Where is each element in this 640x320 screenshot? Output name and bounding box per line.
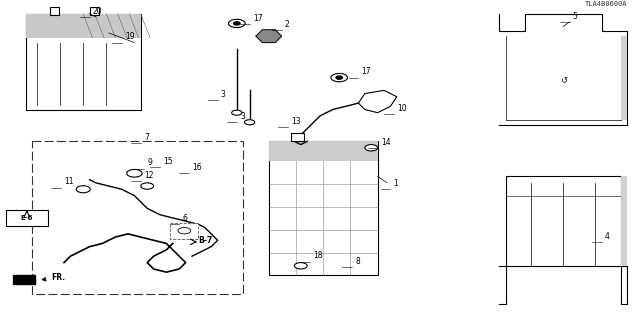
Circle shape — [365, 145, 378, 151]
Text: 11: 11 — [64, 178, 74, 187]
Text: 17: 17 — [253, 14, 262, 23]
FancyBboxPatch shape — [6, 210, 48, 226]
Circle shape — [76, 186, 90, 193]
Text: 18: 18 — [314, 252, 323, 260]
Text: 13: 13 — [291, 117, 301, 126]
Text: 4: 4 — [605, 232, 610, 241]
Text: 15: 15 — [163, 157, 173, 166]
Circle shape — [141, 183, 154, 189]
Text: 2: 2 — [285, 20, 289, 28]
Bar — [26, 14, 141, 38]
Bar — [291, 133, 303, 141]
Bar — [621, 36, 627, 120]
Text: 12: 12 — [144, 171, 154, 180]
Bar — [32, 141, 243, 294]
Circle shape — [336, 76, 342, 79]
Bar — [50, 7, 59, 15]
Polygon shape — [499, 14, 627, 125]
Text: 20: 20 — [93, 7, 102, 16]
Bar — [26, 14, 141, 109]
Text: 8: 8 — [355, 257, 360, 266]
Text: 19: 19 — [125, 32, 134, 41]
Polygon shape — [499, 177, 627, 304]
Bar — [269, 141, 378, 162]
Text: 10: 10 — [397, 104, 406, 113]
Text: 7: 7 — [144, 133, 149, 142]
Text: 6: 6 — [182, 214, 188, 223]
Text: B-7: B-7 — [198, 236, 212, 245]
Bar — [170, 223, 198, 239]
Polygon shape — [13, 275, 35, 284]
Circle shape — [178, 228, 191, 234]
Text: 3: 3 — [240, 112, 245, 121]
Circle shape — [244, 120, 255, 125]
Bar — [90, 7, 99, 15]
Text: TLA4B0600A: TLA4B0600A — [585, 2, 627, 7]
Bar — [621, 177, 627, 266]
Text: 16: 16 — [192, 163, 202, 172]
Text: 17: 17 — [362, 68, 371, 76]
Circle shape — [294, 263, 307, 269]
Text: ↺: ↺ — [560, 76, 566, 85]
Circle shape — [234, 22, 240, 25]
Text: FR.: FR. — [43, 273, 65, 282]
Text: 1: 1 — [394, 179, 398, 188]
Text: 5: 5 — [573, 12, 578, 20]
Circle shape — [228, 19, 245, 28]
Circle shape — [331, 74, 348, 82]
Circle shape — [232, 110, 242, 115]
Circle shape — [127, 170, 142, 177]
Polygon shape — [256, 30, 282, 43]
Text: 9: 9 — [147, 158, 152, 167]
Text: 14: 14 — [381, 138, 390, 147]
Text: E-6: E-6 — [20, 215, 33, 221]
Bar — [269, 141, 378, 275]
Text: 3: 3 — [221, 90, 226, 99]
